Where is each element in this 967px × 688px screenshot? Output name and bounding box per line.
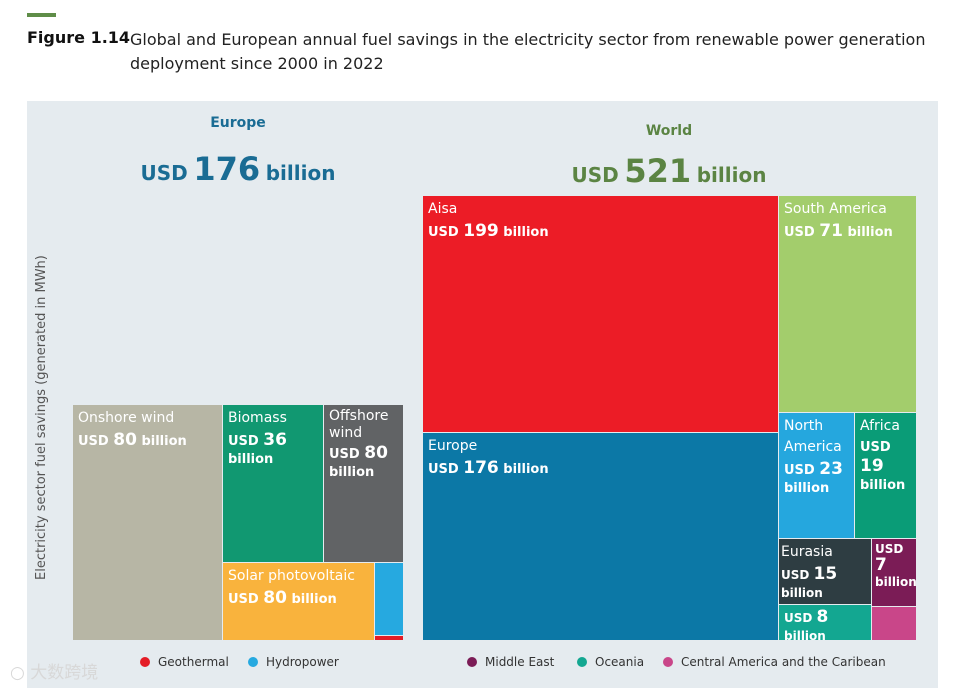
world-total: USD 521 billion — [544, 152, 794, 190]
cell-value: USD 80 billion — [228, 588, 337, 608]
legend-label: Central America and the Caribean — [681, 655, 886, 669]
legend-label: Geothermal — [158, 655, 229, 669]
europe-title: Europe — [210, 115, 266, 131]
cell-label: Africa — [860, 418, 900, 434]
world-cell-oceania: USD 8 billion — [779, 605, 871, 640]
cell-label: Offshore wind — [329, 408, 389, 441]
world-cell-south-america: South America USD 71 billion — [779, 196, 916, 412]
cell-value: USD 80 billion — [329, 443, 388, 480]
legend-label: Hydropower — [266, 655, 339, 669]
cell-value: USD 176 billion — [428, 458, 549, 478]
world-cell-north-america: North America USD 23 billion — [779, 413, 854, 538]
europe-total-value: 176 — [193, 150, 261, 188]
europe-cell-biomass: Biomass USD 36 billion — [223, 405, 323, 562]
world-total-currency: USD — [571, 163, 619, 187]
legend-swatch — [248, 656, 258, 667]
europe-total: USD 176 billion — [113, 150, 363, 188]
cell-value: USD 19 billion — [860, 440, 906, 493]
cell-value: USD 23 billion — [784, 459, 843, 496]
legend-item-hydropower: Hydropower — [248, 655, 339, 669]
cell-value: USD 7 billion — [875, 542, 916, 589]
cell-value: USD 80 billion — [78, 430, 187, 450]
world-cell-central-america — [872, 607, 916, 640]
cell-label: Biomass — [228, 410, 287, 426]
legend-swatch — [663, 656, 673, 667]
cell-value: USD 36 billion — [228, 430, 287, 467]
watermark-text: 大数跨境 — [30, 663, 99, 683]
world-cell-middle-east: USD 7 billion — [872, 539, 916, 606]
legend-item-central-america: Central America and the Caribean — [663, 655, 886, 669]
world-cell-asia: Aisa USD 199 billion — [423, 196, 778, 432]
legend-label: Middle East — [485, 655, 555, 669]
legend-item-middle-east: Middle East — [467, 655, 554, 669]
legend-label: Oceania — [595, 655, 645, 669]
europe-cell-offshore-wind: Offshore wind USD 80 billion — [324, 405, 403, 562]
europe-cell-onshore-wind: Onshore wind USD 80 billion — [73, 405, 222, 640]
world-cell-africa: Africa USD 19 billion — [855, 413, 916, 538]
world-title: World — [645, 123, 693, 139]
cell-value: USD 199 billion — [428, 221, 549, 241]
europe-total-currency: USD — [140, 161, 188, 185]
cell-label: Aisa — [428, 201, 458, 217]
cell-label: Solar photovoltaic — [228, 568, 355, 584]
cell-value: USD 8 billion — [784, 607, 829, 640]
europe-cell-hydropower — [375, 563, 403, 635]
figure-caption: Global and European annual fuel savings … — [130, 30, 926, 73]
cell-label: Onshore wind — [78, 410, 175, 426]
y-axis-label: Electricity sector fuel savings (generat… — [34, 255, 49, 580]
accent-bar — [27, 13, 56, 17]
legend-item-oceania: Oceania — [577, 655, 644, 669]
cell-label: Europe — [428, 438, 478, 454]
world-cell-europe: Europe USD 176 billion — [423, 433, 778, 640]
cell-label: Eurasia — [781, 544, 833, 560]
watermark-icon: ○ — [10, 663, 25, 683]
figure-label: Figure 1.14 — [27, 28, 131, 47]
world-total-value: 521 — [624, 152, 692, 190]
cell-value: USD 71 billion — [784, 221, 893, 241]
cell-label: North America — [784, 418, 842, 455]
cell-label: South America — [784, 201, 887, 217]
legend-swatch — [140, 656, 150, 667]
legend-swatch — [467, 656, 477, 667]
legend-item-geothermal: Geothermal — [140, 655, 229, 669]
watermark: ○ 大数跨境 — [10, 658, 98, 683]
europe-total-unit: billion — [265, 161, 336, 185]
world-cell-eurasia: Eurasia USD 15 billion — [779, 539, 871, 604]
world-total-unit: billion — [696, 163, 767, 187]
europe-cell-geothermal — [375, 636, 403, 640]
legend-swatch — [577, 656, 587, 667]
europe-cell-solar-photovoltaic: Solar photovoltaic USD 80 billion — [223, 563, 374, 640]
cell-value: USD 15 billion — [781, 564, 838, 600]
